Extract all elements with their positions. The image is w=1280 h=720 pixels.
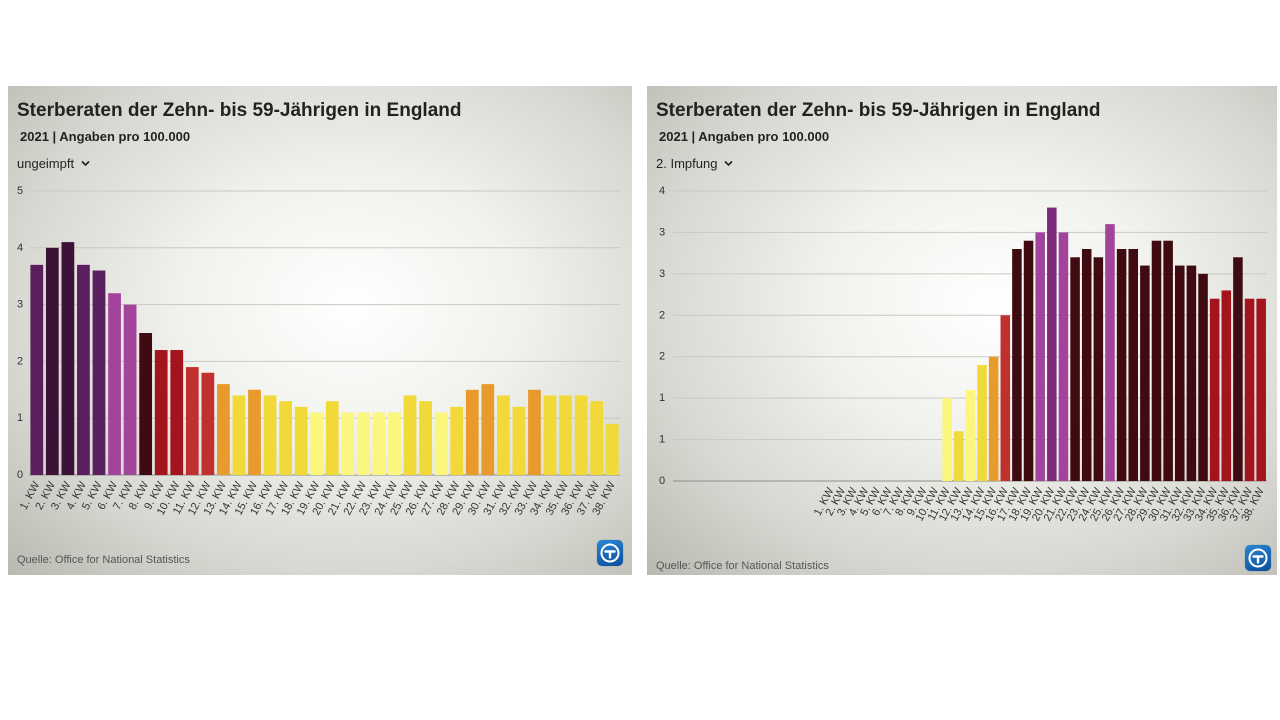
bar[interactable]: [232, 395, 246, 475]
bar[interactable]: [1198, 273, 1208, 481]
chart-subtitle: 2021 | Angaben pro 100.000: [659, 129, 830, 144]
bar[interactable]: [1116, 249, 1127, 481]
bar[interactable]: [1221, 290, 1232, 481]
bar[interactable]: [434, 412, 448, 475]
bar[interactable]: [61, 242, 75, 475]
bar[interactable]: [574, 395, 588, 475]
bar[interactable]: [403, 395, 417, 475]
y-tick-label: 1: [17, 412, 23, 424]
source-note: Quelle: Office for National Statistics: [17, 554, 190, 566]
chart-panel-second-dose: Sterberaten der Zehn- bis 59-Jährigen in…: [647, 86, 1277, 575]
bar[interactable]: [77, 264, 90, 475]
y-tick-label: 1: [659, 392, 665, 404]
bar[interactable]: [988, 356, 999, 481]
chart-title: Sterberaten der Zehn- bis 59-Jährigen in…: [17, 100, 462, 121]
bar[interactable]: [1186, 265, 1197, 481]
bar[interactable]: [1233, 257, 1243, 481]
bar[interactable]: [1105, 224, 1115, 481]
bar[interactable]: [263, 395, 277, 475]
bar[interactable]: [170, 350, 184, 475]
y-tick-label: 0: [659, 475, 665, 487]
bar[interactable]: [1128, 249, 1139, 481]
bar[interactable]: [357, 412, 370, 475]
y-tick-label: 5: [17, 185, 23, 197]
dropdown-selected-value: 2. Impfung: [656, 156, 718, 171]
bar[interactable]: [977, 365, 987, 481]
bar[interactable]: [279, 401, 292, 475]
dropdown-selected-value: ungeimpft: [17, 156, 75, 171]
bar[interactable]: [1244, 298, 1255, 481]
bar[interactable]: [1012, 249, 1022, 481]
bar[interactable]: [217, 384, 230, 475]
source-note: Quelle: Office for National Statistics: [656, 560, 829, 572]
bar[interactable]: [543, 395, 557, 475]
bar[interactable]: [559, 395, 572, 475]
bar[interactable]: [1070, 257, 1080, 481]
vaccination-status-dropdown[interactable]: 2. Impfung: [656, 156, 733, 171]
chevron-down-icon: [81, 160, 90, 167]
bar[interactable]: [92, 270, 106, 475]
bar[interactable]: [108, 293, 121, 475]
bar[interactable]: [310, 412, 324, 475]
bar[interactable]: [123, 304, 137, 475]
chevron-down-icon: [724, 160, 733, 167]
bar[interactable]: [528, 389, 541, 475]
bar[interactable]: [465, 389, 479, 475]
bar[interactable]: [185, 367, 199, 475]
y-tick-label: 3: [659, 226, 665, 238]
bar[interactable]: [372, 412, 386, 475]
y-tick-label: 0: [17, 469, 23, 481]
y-tick-label: 3: [659, 268, 665, 280]
bar[interactable]: [139, 333, 153, 475]
chart-subtitle: 2021 | Angaben pro 100.000: [20, 129, 191, 144]
bar[interactable]: [30, 264, 44, 475]
bar[interactable]: [341, 412, 355, 475]
tagesschau-logo-icon: [597, 540, 623, 566]
y-tick-label: 3: [17, 299, 23, 311]
bar[interactable]: [1035, 232, 1045, 481]
chart-title: Sterberaten der Zehn- bis 59-Jährigen in…: [656, 100, 1101, 121]
bar[interactable]: [965, 389, 976, 481]
y-tick-label: 4: [659, 185, 665, 197]
y-tick-label: 2: [659, 351, 665, 363]
bar[interactable]: [1047, 207, 1057, 482]
bar[interactable]: [590, 401, 604, 475]
y-tick-label: 2: [659, 309, 665, 321]
bar[interactable]: [248, 389, 261, 475]
tagesschau-logo-icon: [1245, 545, 1271, 571]
bar[interactable]: [450, 406, 464, 475]
vaccination-status-dropdown[interactable]: ungeimpft: [17, 156, 90, 171]
bar[interactable]: [325, 401, 339, 475]
bar[interactable]: [953, 431, 964, 481]
bar[interactable]: [1093, 257, 1104, 481]
bar[interactable]: [1209, 298, 1220, 481]
bar[interactable]: [605, 423, 619, 475]
bar[interactable]: [1151, 240, 1162, 481]
bar[interactable]: [942, 398, 952, 481]
bar[interactable]: [1081, 249, 1092, 481]
chart-panel-unvaccinated: Sterberaten der Zehn- bis 59-Jährigen in…: [8, 86, 632, 575]
bar[interactable]: [1023, 240, 1034, 481]
bar[interactable]: [154, 350, 168, 475]
y-tick-label: 4: [17, 242, 23, 254]
bar[interactable]: [294, 406, 308, 475]
bar[interactable]: [481, 384, 495, 475]
bar[interactable]: [1000, 315, 1011, 481]
bar[interactable]: [201, 372, 215, 475]
bar[interactable]: [496, 395, 510, 475]
y-tick-label: 2: [17, 355, 23, 367]
bar[interactable]: [1256, 298, 1266, 481]
bar[interactable]: [1058, 232, 1069, 481]
bar[interactable]: [388, 412, 401, 475]
y-tick-label: 1: [659, 434, 665, 446]
bar[interactable]: [1174, 265, 1185, 481]
bar[interactable]: [512, 406, 526, 475]
bar[interactable]: [1163, 240, 1173, 481]
bar[interactable]: [45, 247, 59, 475]
bar[interactable]: [1140, 265, 1150, 481]
bar[interactable]: [419, 401, 432, 475]
